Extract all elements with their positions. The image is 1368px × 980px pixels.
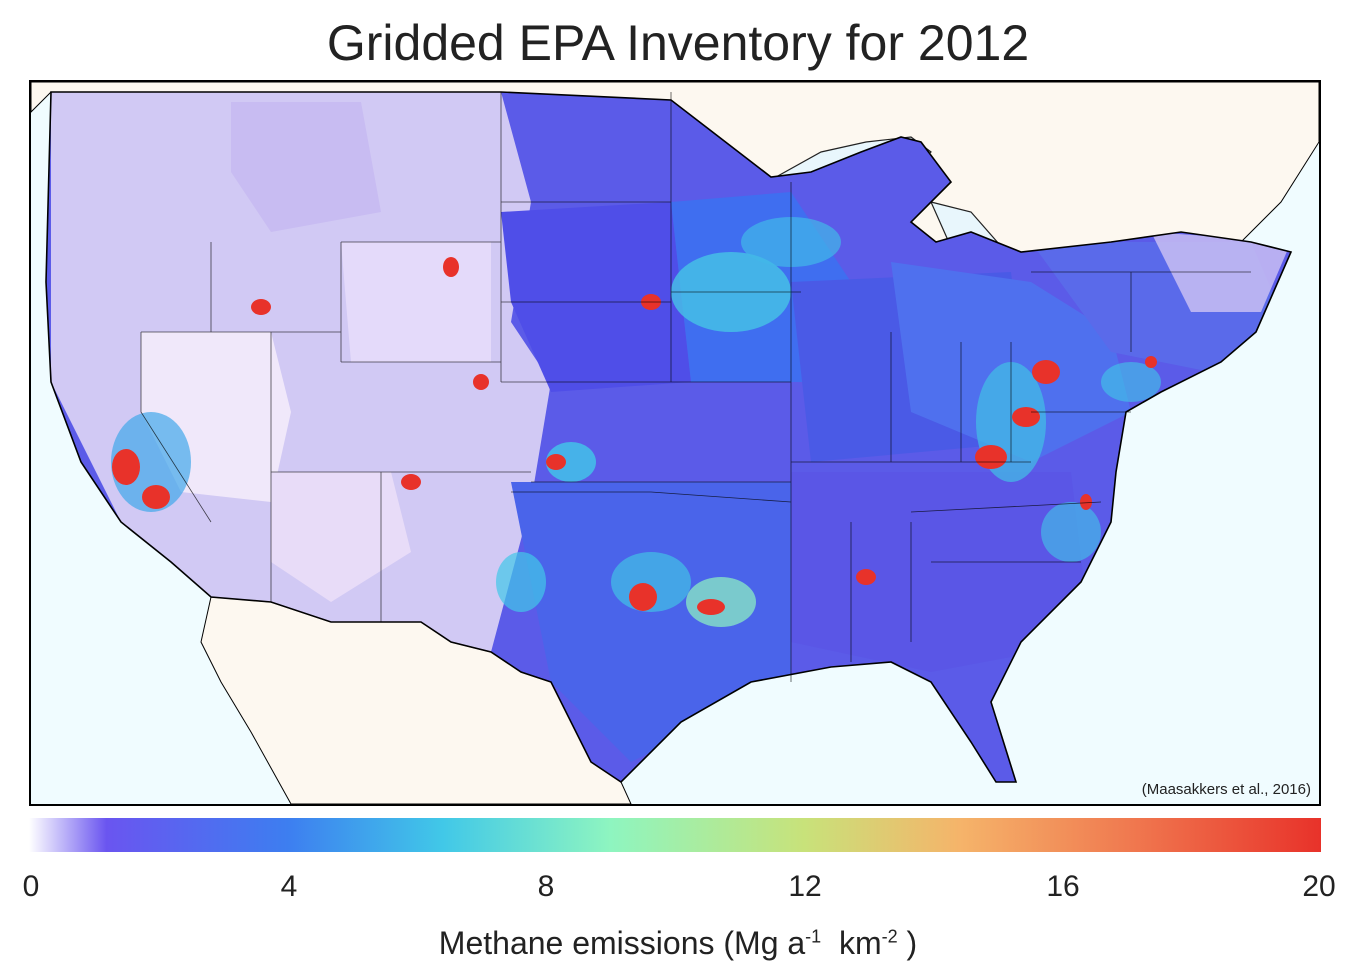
- colorbar-label-main: Methane emissions (Mg a: [438, 925, 806, 961]
- colorbar-tick-12: 12: [788, 870, 822, 903]
- colorbar-tick-8: 8: [537, 870, 555, 903]
- colorbar-tick-4: 4: [280, 870, 298, 903]
- map-canvas: [31, 82, 1319, 804]
- colorbar-label-mid: km: [821, 925, 882, 961]
- colorbar-label-exp2: -2: [881, 926, 898, 947]
- state-borders: [140, 92, 1251, 682]
- colorbar-label-exp1: -1: [805, 926, 822, 947]
- colorbar-label-end: ): [897, 925, 918, 961]
- citation-text: (Maasakkers et al., 2016): [1139, 781, 1313, 798]
- emissions-map: (Maasakkers et al., 2016): [29, 80, 1321, 806]
- map-title: Gridded EPA Inventory for 2012: [326, 15, 1030, 71]
- colorbar-tick-16: 16: [1046, 870, 1080, 903]
- colorbar-label: Methane emissions (Mg a-1 km-2 ): [0, 925, 1356, 962]
- colorbar: [29, 818, 1321, 852]
- colorbar-tick-0: 0: [22, 870, 40, 903]
- colorbar-tick-20: 20: [1302, 870, 1336, 903]
